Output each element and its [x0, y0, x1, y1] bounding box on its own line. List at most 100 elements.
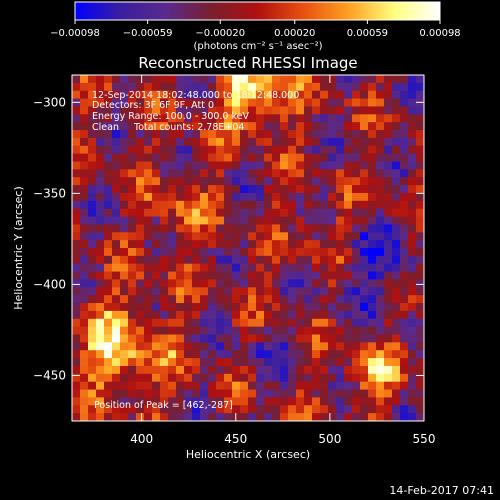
heatmap-cell	[384, 381, 393, 391]
heatmap-cell	[120, 326, 129, 336]
heatmap-cell	[312, 413, 321, 421]
heatmap-cell	[336, 106, 345, 115]
heatmap-cell	[336, 161, 345, 170]
heatmap-cell	[160, 318, 169, 328]
heatmap-cell	[80, 358, 89, 367]
heatmap-cell	[96, 310, 105, 320]
heatmap-cell	[240, 255, 249, 265]
heatmap-cell	[120, 106, 129, 115]
heatmap-cell	[216, 365, 225, 375]
heatmap-cell	[80, 389, 89, 399]
heatmap-cell	[136, 161, 145, 170]
heatmap-cell	[272, 82, 281, 92]
heatmap-cell	[416, 224, 424, 233]
heatmap-cell	[200, 248, 209, 257]
heatmap-cell	[144, 373, 153, 383]
heatmap-cell	[96, 303, 105, 312]
heatmap-cell	[216, 405, 225, 414]
heatmap-cell	[360, 200, 369, 210]
heatmap-cell	[264, 342, 273, 351]
heatmap-cell	[120, 405, 129, 414]
heatmap-cell	[256, 248, 265, 257]
heatmap-cell	[88, 373, 97, 383]
heatmap-cell	[80, 287, 89, 296]
heatmap-cell	[264, 130, 273, 139]
heatmap-cell	[416, 255, 424, 265]
heatmap-cell	[304, 287, 313, 296]
heatmap-cell	[304, 130, 313, 139]
heatmap-cell	[184, 255, 193, 265]
heatmap-cell	[312, 130, 321, 139]
axis-ticks: 400 450 500 550−300−350−400−450	[33, 75, 435, 446]
heatmap-cell	[232, 185, 241, 194]
heatmap-cell	[120, 114, 129, 123]
heatmap-cell	[392, 287, 401, 296]
heatmap-cell	[168, 318, 177, 328]
heatmap-cell	[256, 358, 265, 367]
heatmap-cell	[264, 334, 273, 343]
heatmap-cell	[192, 137, 201, 147]
heatmap-cell	[208, 413, 217, 421]
heatmap-cell	[216, 255, 225, 265]
heatmap-cell	[144, 232, 153, 241]
heatmap-cell	[104, 389, 113, 399]
heatmap-cell	[280, 350, 289, 359]
heatmap-cell	[128, 208, 137, 218]
heatmap-cell	[248, 397, 257, 406]
heatmap-cell	[200, 397, 209, 406]
heatmap-cell	[208, 287, 217, 296]
heatmap-cell	[352, 287, 361, 296]
heatmap-cell	[320, 192, 329, 202]
heatmap-cell	[80, 397, 89, 406]
heatmap-cell	[176, 224, 185, 233]
heatmap-cell	[416, 342, 424, 351]
heatmap-cell	[136, 98, 145, 108]
heatmap-cell	[416, 137, 424, 147]
heatmap-cell	[400, 389, 409, 399]
heatmap-cell	[256, 216, 265, 226]
heatmap-cell	[400, 405, 409, 414]
heatmap-cell	[216, 373, 225, 383]
heatmap-cell	[328, 271, 337, 281]
heatmap-cell	[384, 240, 393, 249]
heatmap-cell	[248, 413, 257, 421]
heatmap-cell	[72, 145, 81, 155]
heatmap-cell	[192, 389, 201, 399]
heatmap-cell	[280, 358, 289, 367]
heatmap-cell	[80, 130, 89, 139]
heatmap-cell	[400, 279, 409, 288]
heatmap-cell	[192, 405, 201, 414]
heatmap-cell	[104, 287, 113, 296]
heatmap-cell	[152, 169, 161, 178]
heatmap-cell	[248, 185, 257, 194]
heatmap-cell	[328, 200, 337, 210]
heatmap-cell	[104, 90, 113, 100]
heatmap-cell	[392, 248, 401, 257]
heatmap-cell	[112, 295, 121, 304]
heatmap-cell	[120, 75, 129, 84]
heatmap-cell	[168, 185, 177, 194]
heatmap-cell	[360, 318, 369, 328]
heatmap-cell	[376, 318, 385, 328]
heatmap-cell	[200, 413, 209, 421]
heatmap-cell	[264, 318, 273, 328]
heatmap-cell	[208, 310, 217, 320]
heatmap-cell	[304, 381, 313, 391]
heatmap-cell	[256, 240, 265, 249]
heatmap-cell	[256, 161, 265, 170]
heatmap-cell	[280, 248, 289, 257]
heatmap-cell	[96, 342, 105, 351]
heatmap-cell	[208, 397, 217, 406]
heatmap-cell	[104, 279, 113, 288]
heatmap-cell	[304, 145, 313, 155]
heatmap-cell	[240, 200, 249, 210]
heatmap-cell	[200, 130, 209, 139]
heatmap-cell	[368, 263, 377, 273]
heatmap-cell	[312, 255, 321, 265]
heatmap-cell	[280, 318, 289, 328]
heatmap-cell	[352, 358, 361, 367]
heatmap-cell	[392, 295, 401, 304]
heatmap-cell	[88, 350, 97, 359]
heatmap-cell	[280, 130, 289, 139]
heatmap-cell	[320, 145, 329, 155]
